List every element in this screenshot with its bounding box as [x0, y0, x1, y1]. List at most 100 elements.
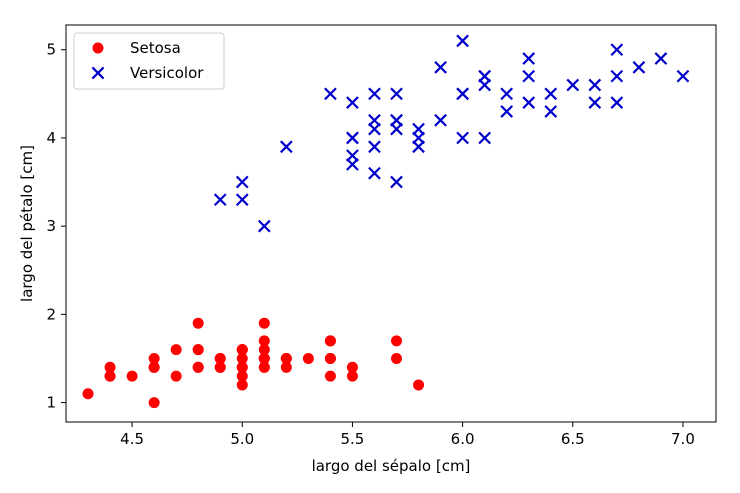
versicolor-point — [390, 87, 403, 101]
data-marks — [82, 34, 690, 409]
versicolor-point — [522, 52, 536, 65]
legend-box — [73, 32, 225, 90]
x-tick-label: 4.5 — [120, 430, 144, 448]
versicolor-point — [478, 131, 491, 145]
y-tick-label: 4 — [46, 129, 56, 147]
y-tick-label: 3 — [46, 217, 56, 235]
setosa-point — [236, 352, 248, 364]
x-tick-label: 5.0 — [230, 430, 254, 448]
plot-area-frame — [65, 24, 717, 423]
setosa-point — [258, 361, 270, 373]
y-tick-label: 5 — [46, 41, 56, 59]
versicolor-point — [588, 96, 602, 109]
legend-marker-setosa — [92, 42, 104, 54]
setosa-point — [148, 352, 160, 364]
versicolor-point — [544, 105, 558, 118]
versicolor-point — [412, 131, 425, 145]
versicolor-point — [368, 166, 381, 180]
setosa-point — [280, 361, 292, 373]
versicolor-point — [610, 96, 624, 109]
x-axis-ticks: 4.5 5.0 5.5 6.0 6.5 7.0 — [120, 422, 695, 448]
legend-x-glyph — [91, 66, 105, 80]
x-tick-label: 6.0 — [451, 430, 475, 448]
versicolor-point — [368, 113, 381, 127]
versicolor-point — [522, 69, 536, 83]
setosa-point — [236, 361, 248, 373]
y-axis-ticks: 1 2 3 4 5 — [46, 41, 66, 412]
setosa-point — [258, 335, 270, 347]
versicolor-point — [632, 60, 646, 74]
versicolor-point — [566, 78, 580, 92]
setosa-point — [192, 317, 204, 329]
setosa-point — [346, 361, 358, 373]
versicolor-point — [279, 140, 293, 154]
versicolor-point — [235, 175, 249, 189]
setosa-point — [236, 344, 248, 356]
legend: Setosa Versicolor — [73, 32, 225, 90]
setosa-point — [192, 344, 204, 356]
versicolor-point — [235, 193, 249, 207]
versicolor-point — [390, 175, 403, 189]
versicolor-point — [346, 131, 359, 145]
x-axis-label: largo del sépalo [cm] — [312, 457, 471, 475]
setosa-point — [280, 352, 292, 364]
versicolor-point — [522, 96, 536, 109]
setosa-point — [324, 352, 336, 364]
setosa-point — [413, 379, 425, 391]
versicolor-point — [412, 140, 425, 154]
setosa-point — [258, 352, 270, 364]
y-tick-label: 2 — [46, 305, 56, 323]
setosa-point — [126, 370, 138, 382]
setosa-point — [104, 361, 116, 373]
versicolor-point — [346, 96, 359, 109]
legend-label-versicolor: Versicolor — [130, 64, 204, 82]
versicolor-point — [610, 43, 624, 57]
versicolor-point — [390, 122, 403, 136]
legend-marker-versicolor — [91, 66, 105, 80]
y-tick-label: 1 — [46, 394, 56, 412]
versicolor-point — [434, 60, 447, 74]
setosa-point — [170, 344, 182, 356]
versicolor-point — [456, 131, 469, 145]
versicolor-point — [390, 113, 403, 127]
setosa-point — [258, 344, 270, 356]
versicolor-point — [544, 87, 558, 101]
versicolor-point — [456, 87, 469, 101]
versicolor-point — [434, 113, 447, 127]
x-tick-label: 7.0 — [671, 430, 695, 448]
setosa-point — [302, 352, 314, 364]
x-tick-label: 6.5 — [561, 430, 585, 448]
setosa-point — [214, 352, 226, 364]
setosa-point — [324, 335, 336, 347]
versicolor-point — [588, 78, 602, 92]
versicolor-point — [478, 78, 491, 92]
setosa-point — [391, 352, 403, 364]
versicolor-point — [610, 69, 624, 83]
versicolor-point — [324, 87, 337, 101]
versicolor-point — [346, 149, 359, 162]
versicolor-point — [213, 193, 227, 207]
setosa-point — [148, 361, 160, 373]
y-axis-label: largo del pétalo [cm] — [18, 145, 36, 302]
versicolor-point — [676, 69, 690, 83]
setosa-point — [236, 379, 248, 391]
setosa-point — [148, 397, 160, 409]
setosa-point — [170, 370, 182, 382]
versicolor-point — [456, 34, 469, 48]
versicolor-point — [368, 122, 381, 136]
versicolor-point — [346, 158, 359, 171]
setosa-point — [324, 370, 336, 382]
versicolor-point — [368, 140, 381, 154]
versicolor-point — [500, 105, 514, 118]
setosa-point — [214, 361, 226, 373]
legend-label-setosa: Setosa — [130, 39, 181, 57]
setosa-point — [82, 388, 94, 400]
versicolor-point — [478, 69, 491, 83]
setosa-point — [346, 370, 358, 382]
versicolor-point — [257, 219, 271, 233]
versicolor-point — [412, 122, 425, 136]
versicolor-point — [654, 52, 668, 65]
versicolor-point — [368, 87, 381, 101]
setosa-point — [391, 335, 403, 347]
